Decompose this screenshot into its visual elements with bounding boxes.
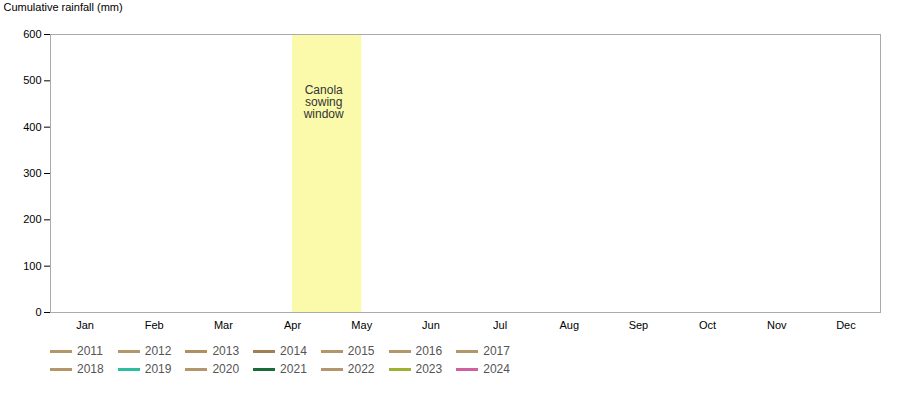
html-text:2024: 2024 xyxy=(483,362,510,376)
svg-text:Apr: Apr xyxy=(284,319,301,331)
svg-text:500: 500 xyxy=(23,74,41,86)
svg-text:Oct: Oct xyxy=(699,319,716,331)
html-text:2011: 2011 xyxy=(77,344,103,358)
html-text:2020: 2020 xyxy=(212,362,240,376)
html-text:2023: 2023 xyxy=(415,362,443,376)
html-text:2021: 2021 xyxy=(280,362,307,376)
svg-text:Jul: Jul xyxy=(493,319,507,331)
svg-text:Feb: Feb xyxy=(145,319,164,331)
svg-text:Canolasowingwindow: Canolasowingwindow xyxy=(303,83,344,121)
html-text:2016: 2016 xyxy=(415,344,443,358)
svg-text:200: 200 xyxy=(23,213,41,225)
svg-text:100: 100 xyxy=(23,260,41,272)
html-text:2014: 2014 xyxy=(280,344,307,358)
html-text:2018: 2018 xyxy=(77,362,104,376)
html-text:2015: 2015 xyxy=(347,344,375,358)
svg-text:May: May xyxy=(351,319,372,331)
svg-text:300: 300 xyxy=(23,167,41,179)
svg-text:Cumulative rainfall (mm): Cumulative rainfall (mm) xyxy=(4,1,123,13)
svg-text:Jun: Jun xyxy=(422,319,440,331)
svg-text:Sep: Sep xyxy=(629,319,649,331)
svg-text:Mar: Mar xyxy=(214,319,233,331)
html-text:2013: 2013 xyxy=(212,344,240,358)
svg-text:400: 400 xyxy=(23,121,41,133)
svg-text:0: 0 xyxy=(35,306,41,318)
html-text:2012: 2012 xyxy=(144,344,172,358)
svg-text:Jan: Jan xyxy=(76,319,94,331)
html-text:2022: 2022 xyxy=(347,362,375,376)
html-text:2019: 2019 xyxy=(144,362,172,376)
svg-text:Nov: Nov xyxy=(767,319,787,331)
svg-text:Aug: Aug xyxy=(559,319,579,331)
svg-text:600: 600 xyxy=(23,28,41,40)
svg-text:Dec: Dec xyxy=(836,319,856,331)
html-text:2017: 2017 xyxy=(483,344,510,358)
